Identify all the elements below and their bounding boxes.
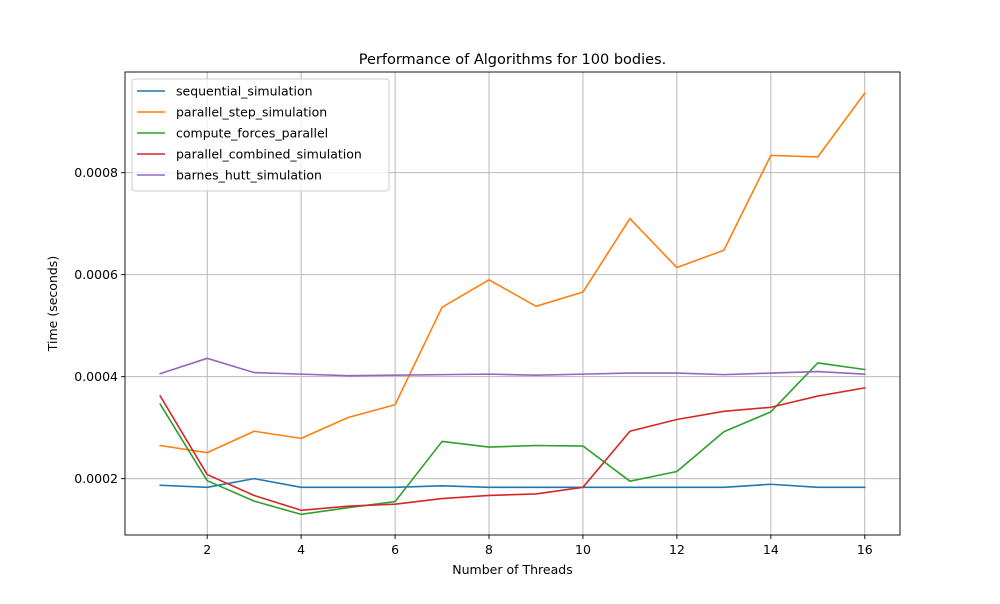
legend-label: parallel_step_simulation: [176, 105, 327, 120]
x-tick-label: 6: [391, 542, 399, 557]
legend-label: compute_forces_parallel: [176, 126, 328, 141]
y-tick-label: 0.0006: [74, 267, 118, 282]
series-line-parallel-step-simulation: [159, 92, 866, 454]
series-line-sequential-simulation: [159, 477, 866, 489]
y-axis-ticks: 0.0002 0.0004 0.0006 0.0008: [74, 165, 125, 486]
y-tick-label: 0.0004: [74, 369, 118, 384]
x-axis-label: Number of Threads: [452, 562, 572, 577]
legend: sequential_simulation parallel_step_simul…: [131, 78, 390, 192]
x-tick-label: 8: [485, 542, 493, 557]
legend-label: barnes_hutt_simulation: [176, 168, 322, 183]
x-tick-label: 2: [203, 542, 211, 557]
series-line-barnes-hutt-simulation: [159, 357, 866, 377]
y-axis-label: Time (seconds): [45, 256, 60, 352]
series-line-parallel-combined-simulation: [159, 386, 866, 512]
x-tick-label: 4: [297, 542, 305, 557]
legend-label: sequential_simulation: [176, 84, 313, 99]
y-tick-label: 0.0008: [74, 165, 118, 180]
x-tick-label: 16: [857, 542, 873, 557]
legend-label: parallel_combined_simulation: [176, 147, 362, 162]
x-axis-ticks: 2 4 6 8 10 12 14 16: [203, 535, 873, 557]
x-tick-label: 10: [575, 542, 591, 557]
x-tick-label: 12: [669, 542, 685, 557]
x-tick-label: 14: [763, 542, 779, 557]
y-tick-label: 0.0002: [74, 471, 118, 486]
series-lines: [159, 92, 866, 516]
series-line-compute-forces-parallel: [159, 362, 866, 516]
legend-box: [131, 78, 390, 192]
chart-title: Performance of Algorithms for 100 bodies…: [359, 52, 666, 68]
axes-frame: [124, 71, 901, 536]
gridlines: [125, 72, 900, 535]
